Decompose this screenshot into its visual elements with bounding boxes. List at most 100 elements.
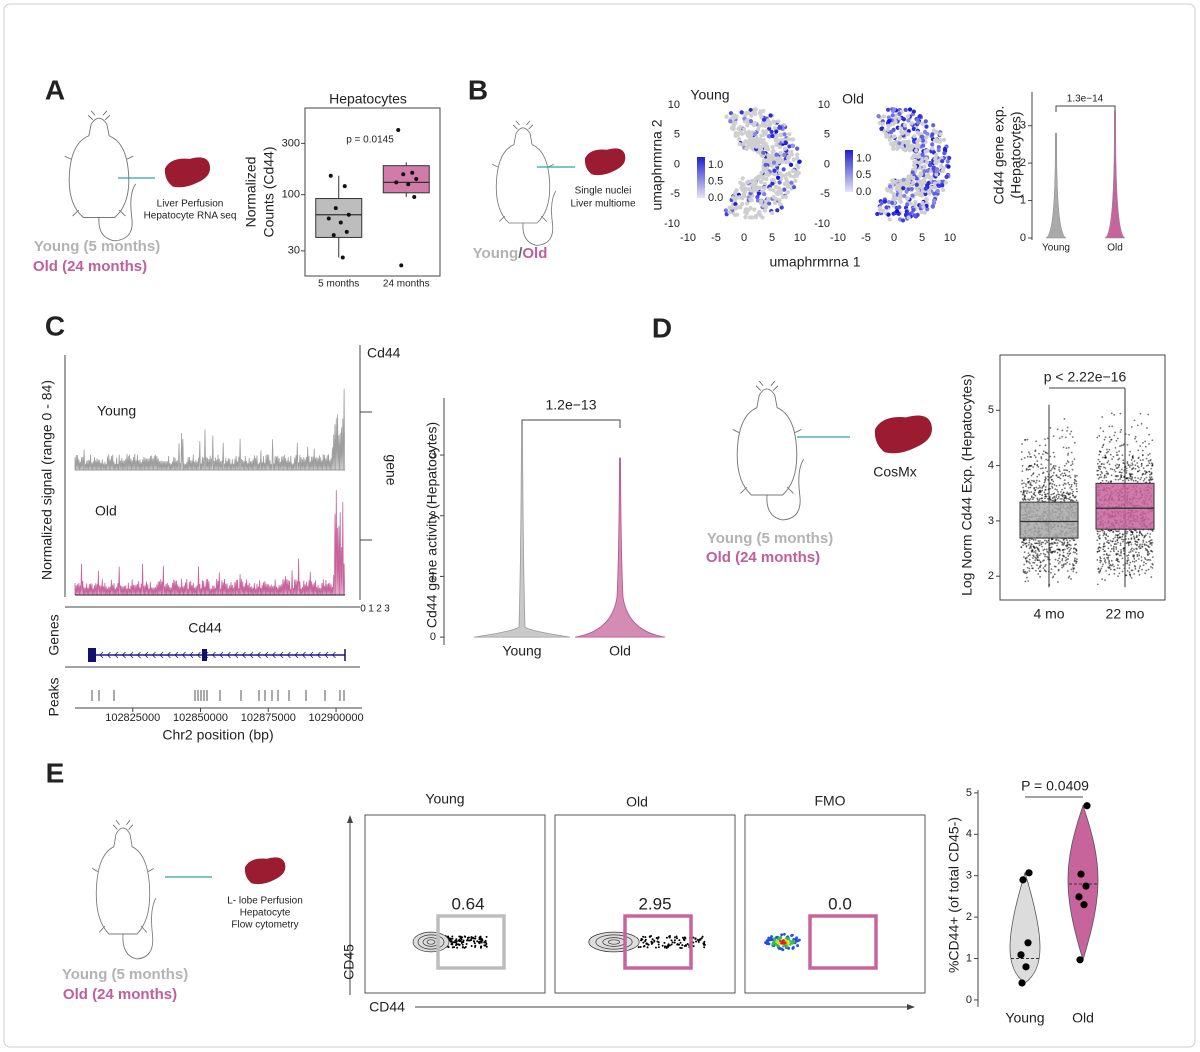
jitter-point	[1096, 462, 1099, 465]
cell	[924, 156, 929, 161]
point	[333, 206, 338, 211]
cell-expressing	[755, 198, 761, 203]
x-axis-label: Chr2 position (bp)	[162, 727, 273, 743]
jitter-point	[1062, 484, 1065, 486]
jitter-point	[1127, 554, 1130, 557]
cell-expressing	[771, 160, 777, 165]
signal-trace	[74, 388, 346, 471]
track-label: Genes	[46, 614, 62, 655]
jitter-point	[1112, 547, 1115, 550]
jitter-point	[1022, 544, 1025, 547]
jitter-point	[1027, 561, 1030, 563]
panel-label: A	[45, 74, 65, 105]
contour	[595, 934, 633, 950]
jitter-point	[1138, 469, 1141, 472]
jitter-point	[1116, 567, 1119, 569]
event	[459, 937, 462, 940]
event	[451, 943, 454, 946]
point	[1017, 951, 1025, 959]
old-label: Old (24 months)	[33, 258, 147, 275]
jitter-point	[1043, 491, 1046, 494]
jitter-point	[1063, 541, 1066, 544]
jitter-point	[1056, 544, 1058, 547]
jitter-point	[1028, 567, 1031, 570]
cell	[893, 113, 898, 118]
cell	[912, 163, 917, 168]
jitter-point	[1056, 542, 1059, 544]
cell	[745, 123, 750, 128]
y-axis-label: Cd44 gene activity (Hepatocytes)	[424, 422, 440, 628]
jitter-point	[1021, 483, 1023, 485]
jitter-point	[1058, 437, 1061, 440]
jitter-point	[1052, 471, 1055, 474]
jitter-point	[1073, 458, 1076, 461]
jitter-point	[1149, 458, 1152, 461]
jitter-point	[1030, 464, 1033, 467]
cell-expressing	[892, 107, 897, 112]
jitter-point	[1044, 497, 1046, 500]
jitter-point	[1034, 539, 1037, 541]
jitter-point	[1042, 552, 1045, 555]
jitter-point	[1141, 449, 1144, 452]
jitter-point	[1114, 536, 1116, 539]
event	[459, 939, 462, 942]
jitter-point	[1028, 554, 1031, 556]
jitter-point	[1067, 576, 1070, 579]
cell	[737, 141, 742, 147]
cell-expressing	[781, 167, 786, 172]
jitter-point	[1132, 535, 1135, 538]
cell	[748, 197, 753, 202]
flow-frame	[364, 814, 546, 994]
jitter-point	[1131, 455, 1134, 458]
jitter-point	[1052, 493, 1054, 495]
jitter-point	[1133, 573, 1136, 575]
y-tick-label: 300	[282, 137, 300, 149]
jitter-point	[1055, 484, 1058, 487]
cell	[778, 201, 783, 207]
jitter-point	[1029, 498, 1032, 500]
jitter-point	[1026, 490, 1029, 493]
jitter-point	[1117, 575, 1120, 578]
jitter-point	[1051, 538, 1053, 541]
step-text: L- lobe Perfusion	[227, 896, 303, 907]
jitter-point	[1024, 499, 1027, 501]
jitter-point	[1117, 478, 1120, 481]
jitter-point	[1127, 544, 1130, 547]
jitter-point	[1041, 467, 1044, 470]
jitter-point	[1042, 450, 1045, 453]
cell	[898, 199, 903, 204]
jitter-point	[1128, 567, 1131, 569]
jitter-point	[1103, 463, 1105, 466]
jitter-point	[1151, 567, 1154, 569]
jitter-point	[1036, 542, 1038, 545]
cell-expressing	[775, 175, 781, 180]
cell	[919, 189, 925, 194]
jitter-point	[1127, 559, 1130, 562]
jitter-point	[1035, 440, 1037, 443]
jitter-point	[1143, 478, 1146, 480]
gene-strand	[211, 651, 216, 659]
jitter-point	[1127, 464, 1130, 466]
jitter-point	[1039, 486, 1041, 489]
cell	[916, 143, 921, 148]
jitter-point	[1113, 434, 1116, 437]
event	[775, 940, 779, 944]
jitter-point	[1143, 556, 1146, 559]
jitter-point	[1052, 464, 1055, 467]
colorbar-tick-label: 0.5	[708, 176, 723, 188]
cell	[741, 182, 746, 187]
jitter-point	[1108, 554, 1111, 557]
jitter-point	[1106, 556, 1108, 559]
jitter-point	[1148, 540, 1151, 543]
cell	[924, 160, 930, 165]
jitter-point	[1070, 464, 1073, 467]
jitter-point	[1145, 534, 1147, 536]
jitter-point	[1117, 564, 1119, 567]
jitter-point	[1021, 465, 1024, 467]
gene-axis-label: gene	[383, 454, 399, 485]
event	[468, 939, 471, 942]
cell-expressing	[897, 141, 902, 146]
arrow-head	[907, 1004, 915, 1010]
jitter-point	[1060, 491, 1062, 493]
cell-expressing	[897, 111, 902, 116]
